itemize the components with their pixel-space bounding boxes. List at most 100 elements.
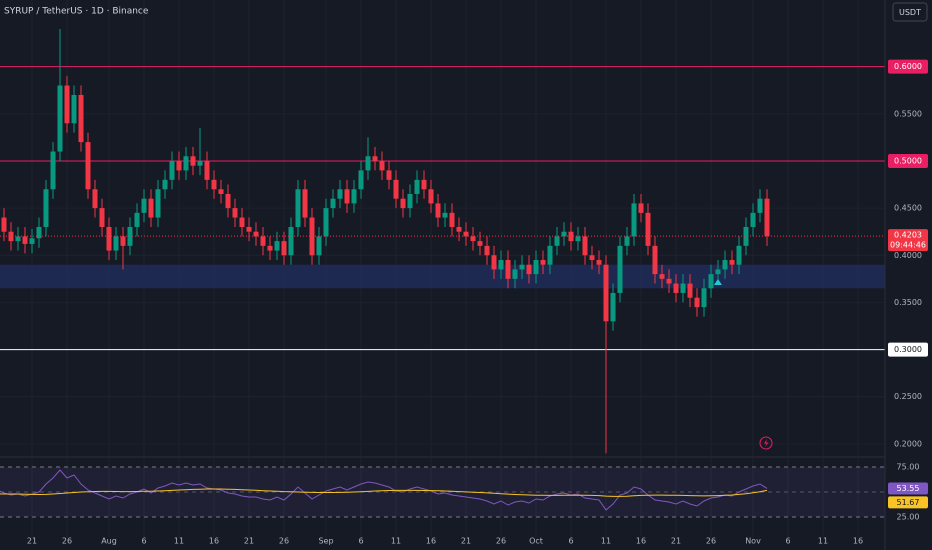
currency-label[interactable]: USDT [899,8,921,17]
candle-body [722,259,728,270]
candle-body [519,264,525,270]
x-tick-label: 21 [461,537,471,546]
candle-body [428,189,434,204]
candle-body [365,156,371,171]
candle-body [610,292,616,322]
x-tick-label: 6 [568,537,573,546]
candle-body [281,241,287,256]
level-label-box [888,342,928,357]
candle-body [575,236,581,242]
candle-body [512,269,518,279]
candle-body [638,203,644,213]
candle-body [295,189,301,227]
candle-body [344,189,350,204]
countdown: 09:44:46 [890,241,926,250]
candle-body [666,278,672,284]
x-tick-label: Aug [101,537,117,546]
candle-body [736,245,742,265]
x-tick-label: Sep [318,537,333,546]
x-tick-label: 26 [706,537,716,546]
alert-icon [759,436,773,450]
candle-body [561,231,567,237]
candle-body [323,208,329,237]
candle-body [99,208,105,227]
price-axis-panel [885,0,932,550]
candle-body [435,203,441,218]
candle-body [232,208,238,218]
candle-body [407,193,413,209]
candle-body [400,198,406,209]
candle-body [701,288,707,308]
candle-body [708,274,714,289]
candle-body [190,156,196,166]
x-tick-label: 26 [496,537,506,546]
y-tick-label: 0.2000 [894,439,922,448]
candle-body [85,142,91,190]
candle-body [470,236,476,242]
candle-body [526,264,532,275]
candle-body [134,212,140,227]
x-tick-label: 6 [358,537,363,546]
rsi-pane [0,458,885,538]
candle-body [197,160,203,166]
rsi-value-box [888,482,928,495]
y-tick-label: 0.4500 [894,204,922,213]
candle-body [477,241,483,246]
candle-body [316,236,322,256]
candle-body [673,283,679,293]
candle-body [358,170,364,190]
candle-body [141,198,147,213]
last-price-label: 0.4203 [894,231,922,240]
candle-body [22,236,28,244]
candle-body [379,160,385,171]
x-tick-label: 11 [391,537,401,546]
candle-body [288,226,294,256]
y-tick-label: 0.4000 [894,251,922,260]
x-tick-label: 16 [853,537,863,546]
candle-body [106,226,112,251]
candle-body [218,189,224,194]
candle-body [533,259,539,275]
candle-body [29,238,35,244]
candle-body [680,283,686,293]
x-tick-label: 11 [818,537,828,546]
candle-body [582,236,588,256]
x-tick-label: 16 [636,537,646,546]
x-tick-label: Nov [745,537,761,546]
x-tick-label: 21 [27,537,37,546]
x-tick-label: 6 [141,537,146,546]
candle-body [246,226,252,232]
candle-body [15,236,21,242]
rsi-tick-label: 25.00 [897,513,920,522]
x-tick-label: 21 [671,537,681,546]
candle-body [302,189,308,218]
x-tick-label: 16 [209,537,219,546]
candle-body [183,156,189,171]
candle-body [414,179,420,194]
price-axis: 0.5500 0.4500 0.4000 0.3500 0.2500 0.2000 0.60… [888,59,928,522]
candle-body [463,231,469,237]
candle-body [260,236,266,246]
candle-body [8,231,14,242]
candle-body [351,189,357,204]
signal-marker [714,279,722,285]
candle-body [449,212,455,227]
candle-body [743,226,749,246]
candle-body [652,245,658,275]
x-tick-label: 26 [62,537,72,546]
last-price-box [888,229,928,252]
candle-body [631,203,637,237]
candle-body [491,255,497,270]
candle-body [421,179,427,190]
currency-button[interactable] [892,2,928,22]
candle-body [596,259,602,265]
rsi-tick-label: 75.00 [897,463,920,472]
candle-body [64,85,70,124]
candle-body [57,85,63,152]
candle-body [155,189,161,218]
chart-title: SYRUP / TetherUS · 1D · Binance [4,7,149,17]
support-zone [0,264,885,289]
candle-body [337,189,343,199]
rsi-value-box [888,496,928,509]
candle-body [729,259,735,265]
